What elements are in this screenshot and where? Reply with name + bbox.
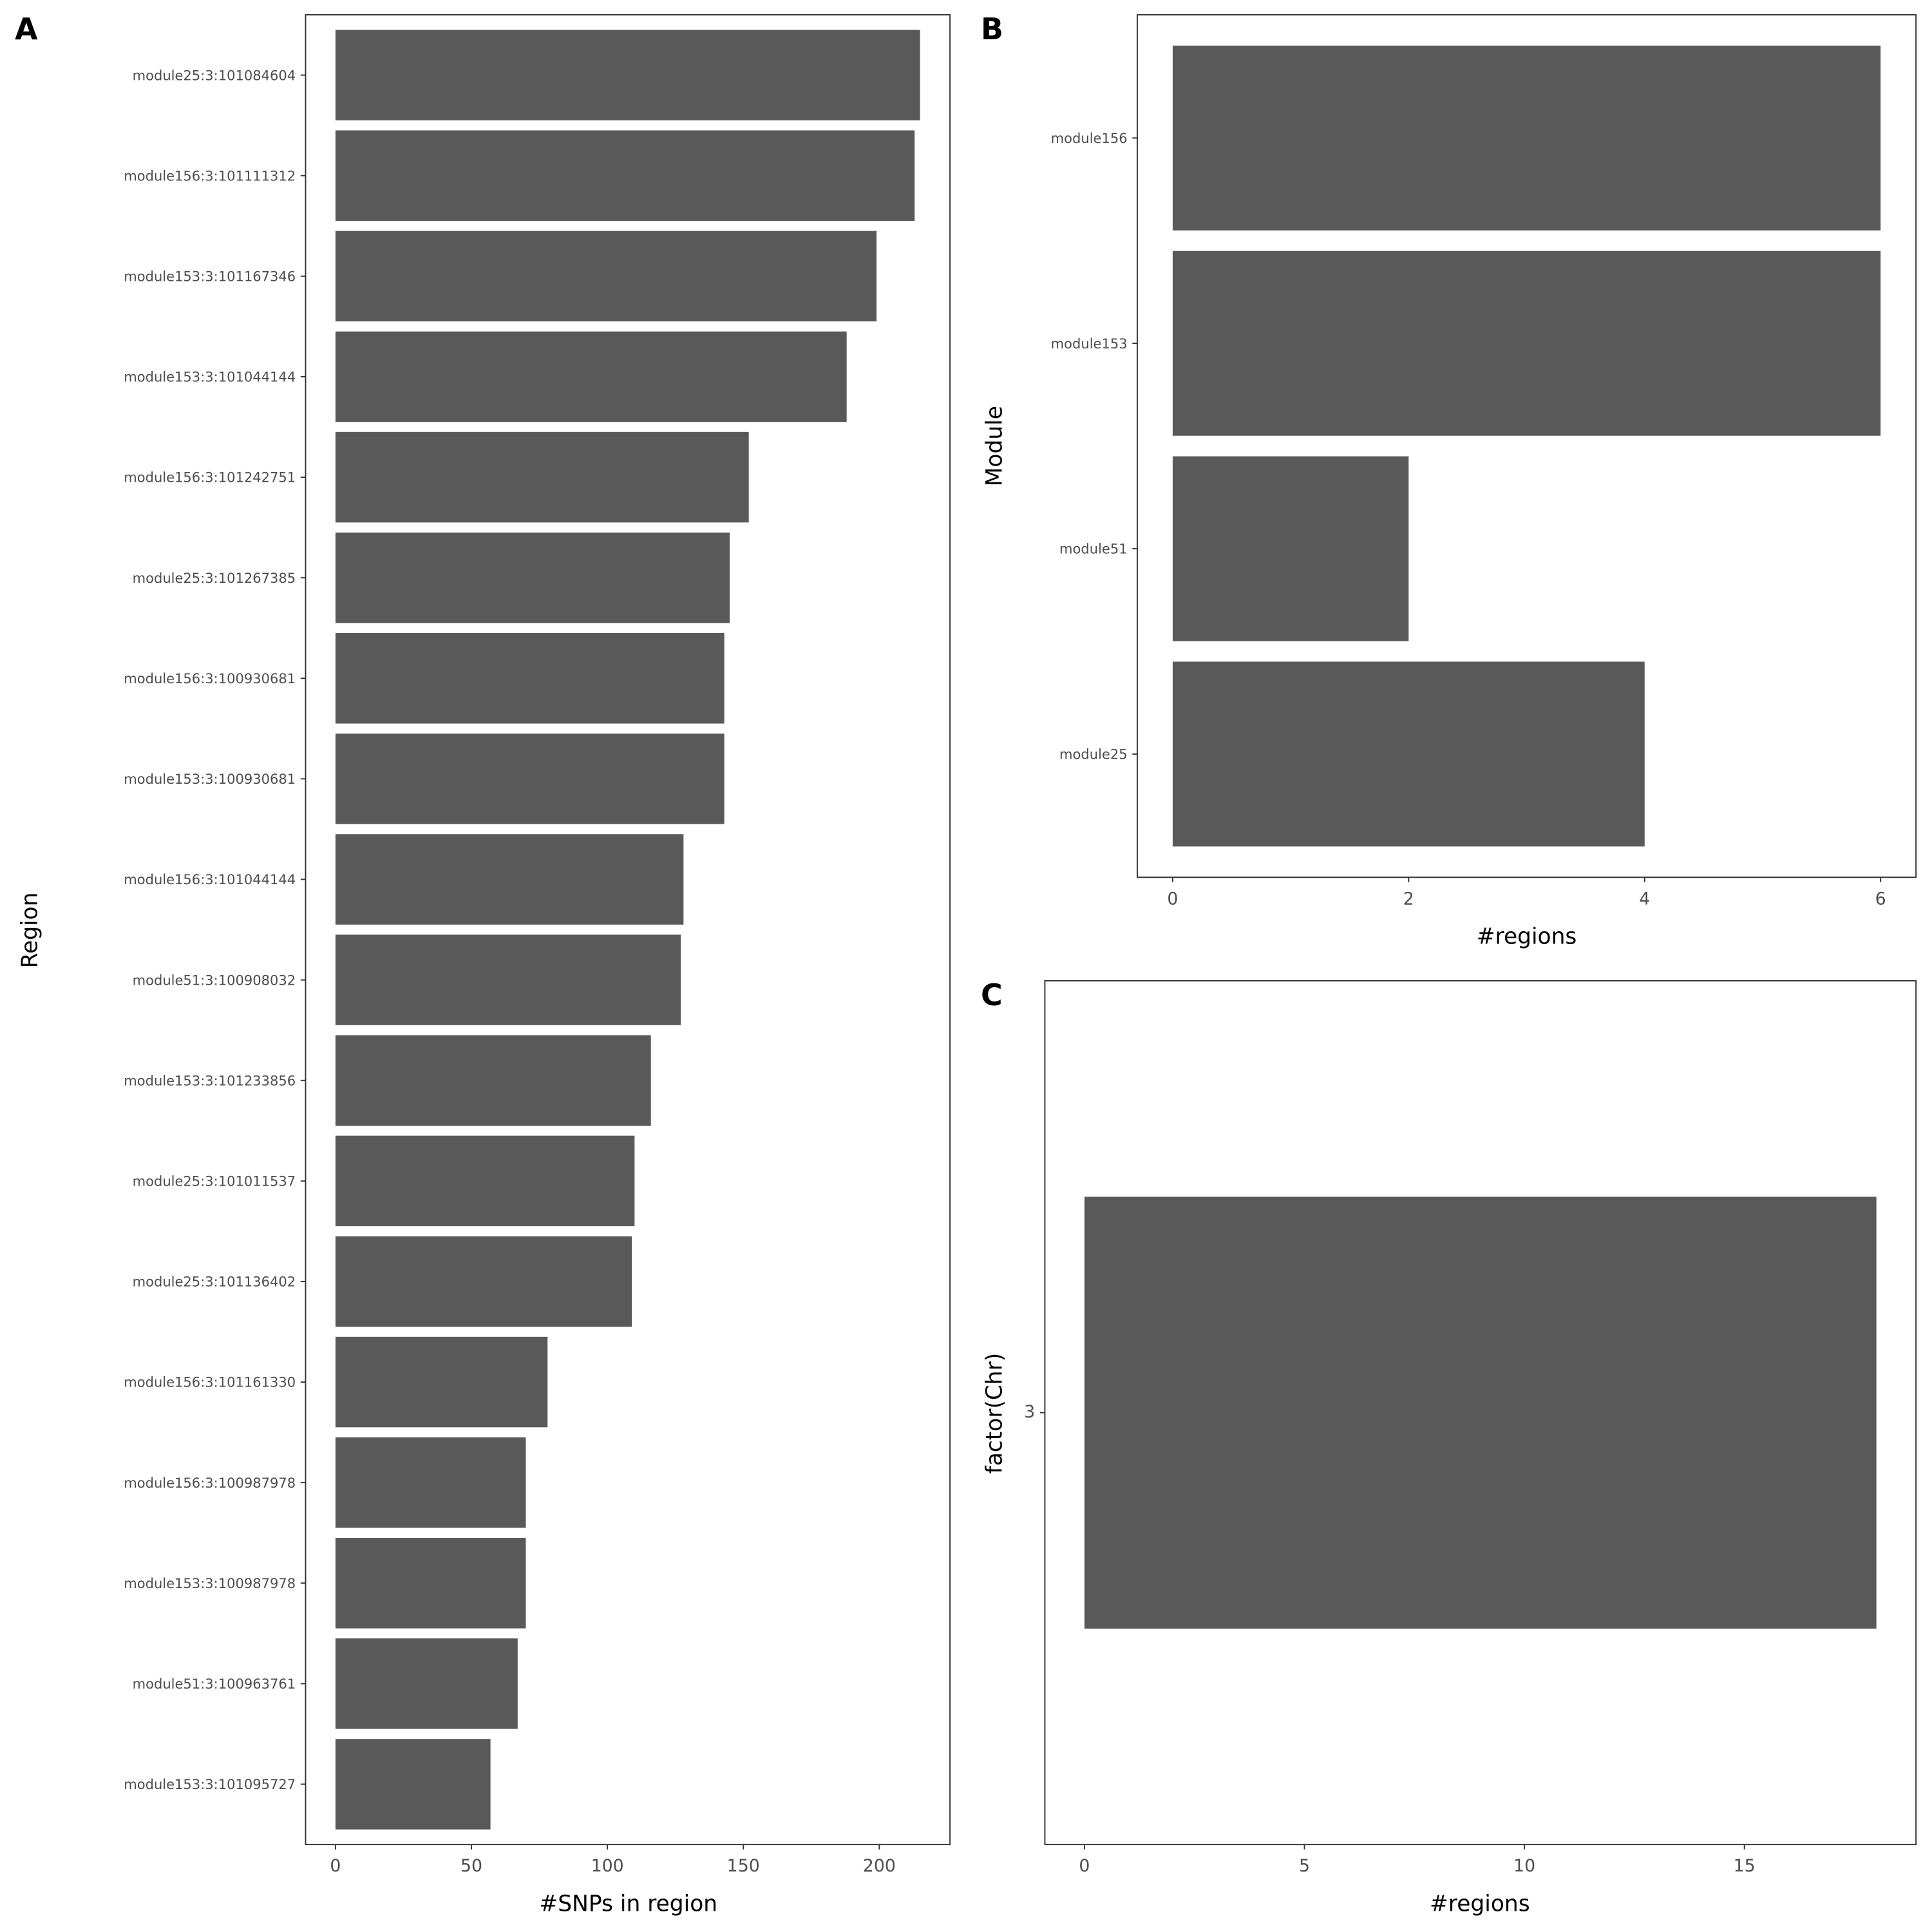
x-tick-label: 6 [1875,889,1886,909]
y-tick-label: module51 [1059,541,1128,557]
bar [335,633,724,724]
bar [1172,251,1881,436]
x-axis-title: #regions [1477,924,1577,950]
x-axis-title: #SNPs in region [539,1891,717,1917]
panel-b: module156 module153 module51 module25 0 2 4 6 #r… [981,12,1917,950]
bar [335,1236,632,1327]
x-axis-title: #regions [1430,1891,1530,1917]
y-tick-label: module51:3:100963761 [133,1676,296,1692]
panel-label: A [15,12,38,46]
y-tick-label: module153:3:100930681 [124,771,296,787]
bar [335,834,684,925]
bar [335,1739,491,1830]
bar [335,532,730,623]
y-tick-label: module25:3:101011537 [133,1173,296,1189]
y-tick-label: module25:3:101084604 [133,67,296,83]
bar [335,1638,518,1729]
bar [335,431,749,523]
y-tick-label: module156:3:100987978 [124,1475,296,1491]
panel-label: B [981,12,1003,46]
y-tick-label: module153:3:100987978 [124,1575,296,1591]
x-tick-label: 4 [1639,889,1650,909]
y-tick-label: module156:3:101044144 [124,871,296,887]
y-tick-label: module51:3:100908032 [133,972,296,988]
panel-a: module25:3:101084604 module156:3:10111131… [15,12,951,1917]
bar [1172,45,1881,231]
bar [335,1135,635,1227]
x-tick-label: 0 [330,1856,341,1876]
y-axis-title: Module [981,406,1007,486]
bar [335,734,724,824]
x-tick-label: 10 [1513,1856,1535,1876]
x-tick-label: 5 [1299,1856,1310,1876]
x-tick-label: 0 [1167,889,1178,909]
bar [335,130,915,221]
y-axis-title: Region [17,893,43,969]
y-tick-label: module153:3:101044144 [124,369,296,385]
y-tick-label: module156:3:100930681 [124,670,296,687]
y-tick-label: module25:3:101267385 [133,570,296,586]
panel-label: C [981,978,1003,1012]
y-tick-label: module156:3:101111312 [124,167,296,184]
x-tick-label: 150 [727,1856,760,1876]
bar [335,1538,526,1629]
x-tick-label: 200 [863,1856,896,1876]
bar [335,231,877,322]
y-tick-label: module153 [1051,336,1128,352]
y-tick-label: module153:3:101167346 [124,268,296,284]
x-tick-label: 2 [1403,889,1414,909]
x-tick-label: 0 [1079,1856,1090,1876]
y-tick-label: module25:3:101136402 [133,1274,296,1290]
bar [335,1336,548,1428]
bar [335,331,847,422]
bar [1172,661,1645,847]
y-tick-label: module156:3:101161330 [124,1374,296,1390]
y-tick-label: module153:3:101233856 [124,1072,296,1088]
x-tick-label: 15 [1734,1856,1756,1876]
x-tick-label: 100 [591,1856,624,1876]
bar [335,30,920,120]
bar [1172,456,1409,641]
y-tick-label: module156 [1051,130,1128,146]
panel-c: 3 0 5 10 15 #regions factor(Chr) C [981,978,1917,1917]
bar [335,1035,651,1126]
bar [335,1437,526,1528]
bar [1084,1197,1877,1629]
y-axis-title: factor(Chr) [981,1353,1007,1474]
x-tick-label: 50 [460,1856,482,1876]
y-tick-label: module153:3:101095727 [124,1776,296,1792]
y-tick-label: 3 [1024,1402,1035,1422]
bar [335,934,681,1025]
y-tick-label: module156:3:101242751 [124,469,296,486]
y-tick-label: module25 [1059,746,1128,762]
